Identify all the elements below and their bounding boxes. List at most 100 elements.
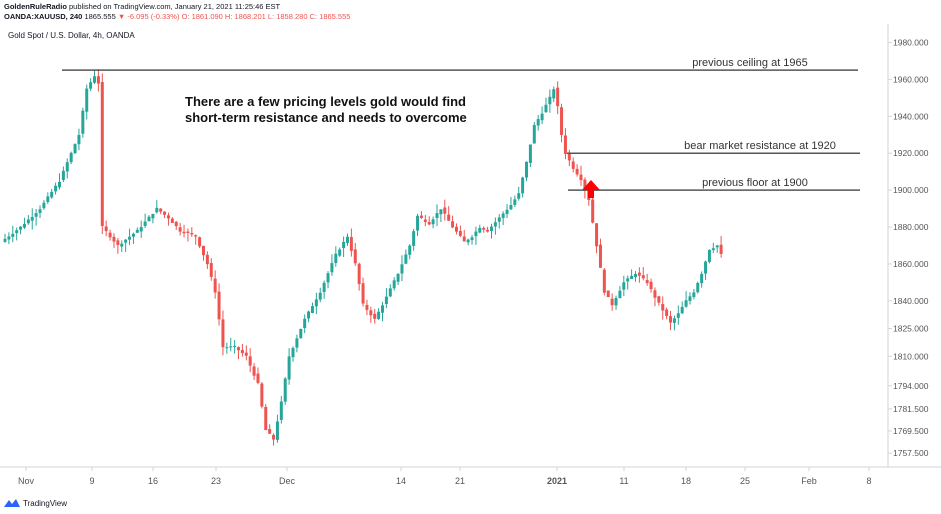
candle-body	[342, 241, 346, 249]
candle-body	[15, 230, 19, 234]
x-tick-label: Feb	[801, 476, 817, 486]
candle-body	[225, 347, 229, 349]
annotation-text: There are a few pricing levels gold woul…	[185, 94, 466, 109]
candle-body	[283, 378, 287, 402]
price-change: ▼ -6.095 (-0.33%)	[117, 12, 180, 21]
candle-body	[598, 244, 602, 268]
candle-body	[408, 245, 412, 255]
x-tick-label: Nov	[18, 476, 35, 486]
candle-body	[692, 292, 696, 298]
candle-body	[34, 213, 38, 217]
candle-body	[373, 313, 377, 319]
candle-body	[65, 162, 69, 172]
candle-body	[279, 401, 283, 420]
candle-body	[275, 421, 279, 440]
candle-body	[637, 272, 641, 276]
candle-body	[178, 227, 182, 232]
candle-body	[400, 264, 404, 274]
candle-body	[194, 235, 198, 237]
candle-body	[7, 236, 11, 240]
candle-body	[240, 349, 244, 354]
candle-body	[81, 110, 85, 134]
candle-body	[661, 304, 665, 311]
candle-body	[291, 347, 295, 358]
y-tick-label: 1757.500	[893, 448, 929, 458]
candle-body	[26, 219, 30, 224]
candle-body	[287, 356, 291, 380]
candle-body	[556, 87, 560, 107]
candle-body	[630, 275, 634, 279]
candle-body	[61, 170, 65, 181]
candle-body	[22, 223, 26, 228]
candle-body	[264, 406, 268, 431]
candle-body	[307, 311, 311, 319]
candle-body	[377, 311, 381, 320]
candle-body	[489, 226, 493, 231]
candle-body	[521, 177, 525, 194]
candle-body	[338, 249, 342, 256]
candle-body	[310, 306, 314, 314]
candle-body	[474, 231, 478, 237]
tradingview-footer: TradingView	[4, 498, 67, 508]
candle-body	[361, 283, 365, 304]
candle-body	[272, 434, 276, 440]
candle-body	[11, 233, 15, 237]
candle-body	[700, 273, 704, 284]
candle-body	[147, 216, 151, 222]
candle-body	[151, 213, 155, 219]
candle-body	[715, 245, 719, 248]
candle-body	[77, 134, 81, 145]
candle-body	[384, 296, 388, 305]
candle-body	[69, 152, 73, 163]
candle-body	[431, 219, 435, 225]
candle-body	[536, 119, 540, 126]
candle-body	[299, 328, 303, 339]
candle-body	[544, 104, 548, 113]
candle-body	[190, 233, 194, 235]
candle-body	[381, 305, 385, 313]
candle-body	[462, 236, 466, 242]
candle-body	[30, 216, 34, 221]
candle-body	[229, 346, 233, 348]
last-price: 1865.555	[84, 12, 116, 21]
candle-body	[653, 290, 657, 298]
y-tick-label: 1781.500	[893, 404, 929, 414]
candle-body	[470, 237, 474, 241]
candle-body	[96, 76, 100, 84]
candle-body	[42, 202, 46, 209]
candle-body	[330, 263, 334, 273]
publish-header: GoldenRuleRadio published on TradingView…	[4, 2, 884, 24]
candle-body	[404, 254, 408, 264]
candle-body	[217, 291, 221, 320]
candle-body	[435, 213, 439, 219]
candle-body	[174, 221, 178, 227]
candle-body	[439, 209, 443, 215]
candle-body	[213, 278, 217, 293]
candle-body	[128, 236, 132, 240]
candle-body	[244, 352, 248, 356]
candle-body	[451, 221, 455, 228]
candle-body	[50, 191, 54, 198]
candle-body	[626, 278, 630, 282]
candle-body	[497, 217, 501, 222]
y-tick-label: 1980.000	[893, 37, 929, 47]
candle-body	[318, 292, 322, 300]
candle-body	[657, 296, 661, 303]
candle-body	[104, 226, 108, 232]
candle-body	[486, 229, 490, 232]
x-tick-label: 11	[619, 476, 628, 486]
candle-body	[505, 209, 509, 215]
candle-body	[3, 238, 7, 242]
candle-body	[182, 231, 186, 234]
candle-body	[46, 196, 50, 202]
x-tick-label: 8	[866, 476, 871, 486]
candle-body	[268, 429, 272, 434]
candle-body	[349, 237, 353, 251]
candle-body	[326, 273, 330, 283]
candle-body	[353, 249, 357, 264]
up-arrow-icon	[582, 180, 600, 198]
y-tick-label: 1769.500	[893, 426, 929, 436]
candle-body	[513, 199, 517, 205]
candle-body	[493, 222, 497, 227]
